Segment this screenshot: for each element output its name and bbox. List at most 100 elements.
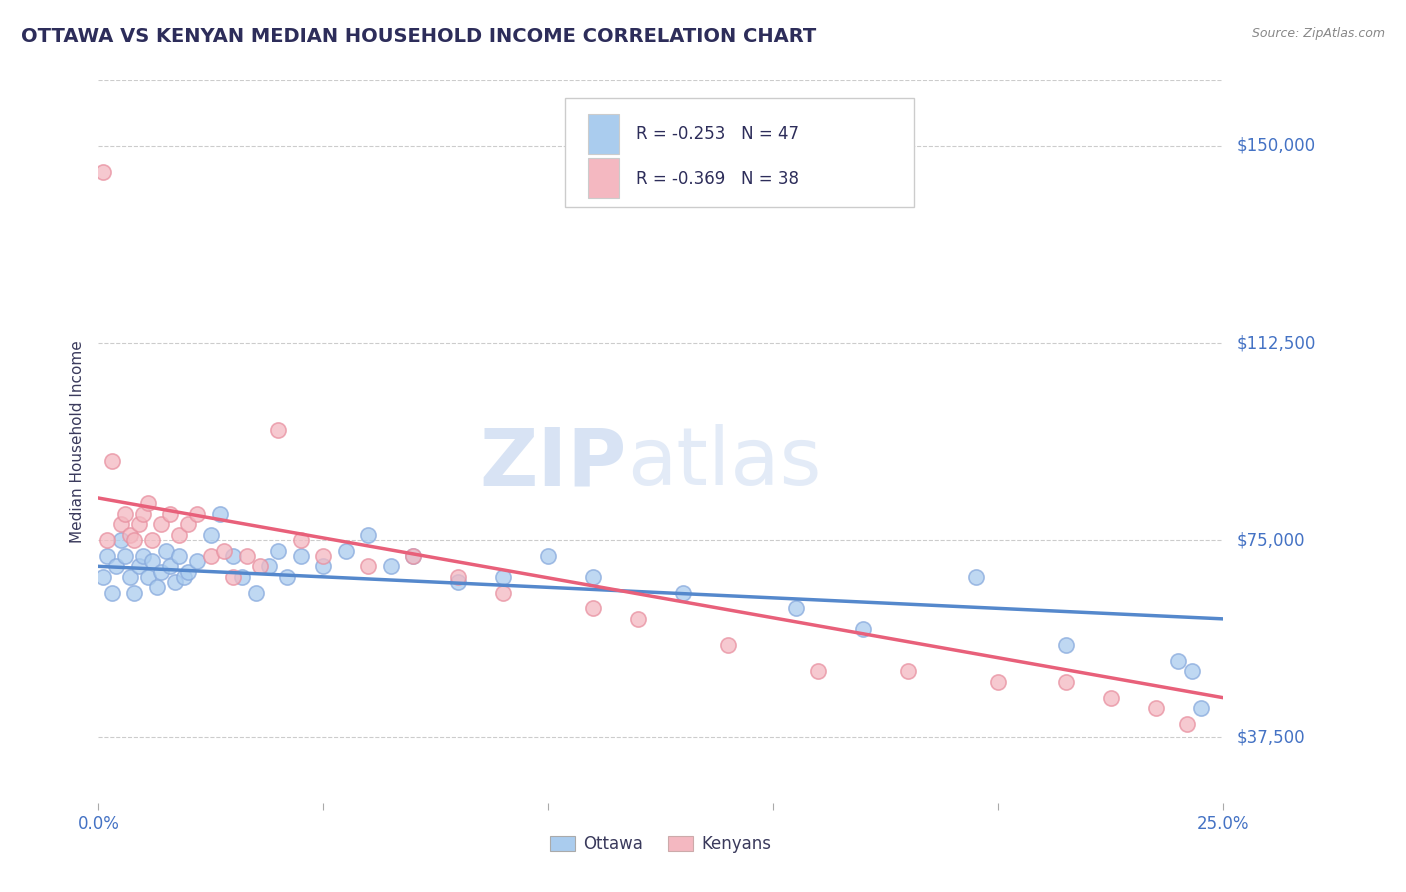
Point [357,559,380,574]
Text: $112,500: $112,500 [1237,334,1316,352]
Point [177,517,200,532]
Point [150,565,173,579]
Point [492,570,515,584]
Point [208,507,231,521]
Point [249,559,271,574]
Point [245,585,267,599]
Point [110,517,132,532]
Point [357,528,380,542]
Point [128,559,150,574]
Text: R = -0.369   N = 38: R = -0.369 N = 38 [636,169,799,187]
Point [186,507,208,521]
Point [128,517,150,532]
Point [1144,701,1167,715]
Point [169,528,191,542]
Point [124,533,146,547]
Point [1181,665,1204,679]
Point [276,570,298,584]
Point [290,549,312,563]
Point [1054,638,1077,652]
Text: $150,000: $150,000 [1237,137,1316,155]
Point [447,570,470,584]
Text: $75,000: $75,000 [1237,531,1306,549]
Point [231,570,253,584]
Point [335,543,357,558]
Point [118,528,141,542]
Point [132,549,155,563]
Point [146,580,169,594]
Point [582,601,605,615]
Text: $37,500: $37,500 [1237,728,1306,746]
Point [96,533,118,547]
Text: OTTAWA VS KENYAN MEDIAN HOUSEHOLD INCOME CORRELATION CHART: OTTAWA VS KENYAN MEDIAN HOUSEHOLD INCOME… [21,27,817,45]
Point [91,165,114,179]
Point [141,554,163,568]
Point [101,585,124,599]
Point [236,549,259,563]
Point [200,549,222,563]
Point [141,533,163,547]
Point [214,543,236,558]
Text: Source: ZipAtlas.com: Source: ZipAtlas.com [1251,27,1385,40]
Point [897,665,920,679]
Point [1099,690,1122,705]
Point [118,570,141,584]
Point [159,559,181,574]
Point [222,570,245,584]
Text: atlas: atlas [627,425,821,502]
Point [627,612,650,626]
Point [96,549,118,563]
Point [447,575,470,590]
Point [163,575,186,590]
Point [159,507,181,521]
Point [380,559,402,574]
Point [132,507,155,521]
Point [222,549,245,563]
Point [186,554,208,568]
Point [114,507,136,521]
Point [267,543,290,558]
Point [717,638,740,652]
Point [110,533,132,547]
Point [312,559,335,574]
Text: ZIP: ZIP [479,425,627,502]
Legend: Ottawa, Kenyans: Ottawa, Kenyans [543,828,779,860]
Point [101,454,124,468]
Y-axis label: Median Household Income: Median Household Income [69,340,84,543]
Point [259,559,281,574]
Point [987,675,1010,690]
Point [173,570,195,584]
Point [537,549,560,563]
Point [169,549,191,563]
Point [852,623,875,637]
Point [1167,654,1189,668]
Point [785,601,807,615]
Point [200,528,222,542]
Point [1054,675,1077,690]
FancyBboxPatch shape [588,114,619,154]
Point [290,533,312,547]
Point [136,496,159,510]
Point [492,585,515,599]
Point [155,543,177,558]
Point [114,549,136,563]
FancyBboxPatch shape [588,158,619,198]
Point [150,517,173,532]
Point [105,559,128,574]
Point [1175,717,1198,731]
Point [1189,701,1212,715]
Point [136,570,159,584]
Point [177,565,200,579]
Point [672,585,695,599]
Point [312,549,335,563]
Point [267,423,290,437]
Point [402,549,425,563]
Point [402,549,425,563]
FancyBboxPatch shape [565,98,914,207]
Point [582,570,605,584]
Text: R = -0.253   N = 47: R = -0.253 N = 47 [636,125,799,143]
Point [807,665,830,679]
Point [965,570,987,584]
Point [91,570,114,584]
Point [124,585,146,599]
